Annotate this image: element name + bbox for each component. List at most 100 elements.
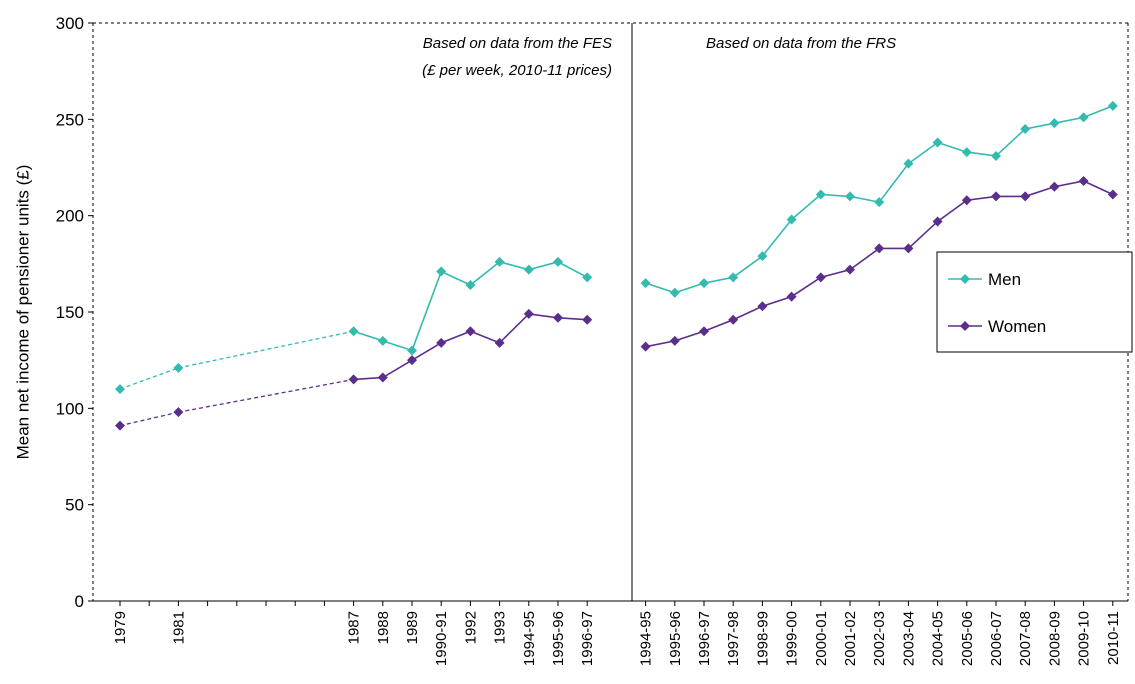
point bbox=[903, 243, 914, 254]
point bbox=[115, 420, 125, 431]
x-tick-label: 1995-96 bbox=[667, 611, 684, 666]
series-line bbox=[353, 261, 588, 352]
point bbox=[874, 243, 885, 254]
point bbox=[1107, 100, 1118, 111]
point bbox=[582, 272, 593, 283]
point bbox=[815, 189, 826, 200]
y-tick-label: 50 bbox=[65, 496, 84, 515]
point bbox=[348, 374, 359, 385]
point bbox=[1020, 191, 1031, 202]
x-tick-label: 1996-97 bbox=[579, 611, 596, 666]
point bbox=[874, 197, 885, 208]
point bbox=[961, 147, 972, 158]
point bbox=[465, 280, 476, 291]
point bbox=[932, 137, 943, 148]
point bbox=[815, 272, 826, 283]
point bbox=[961, 195, 972, 206]
point bbox=[523, 308, 534, 319]
x-tick-label: 2006-07 bbox=[988, 611, 1005, 666]
point bbox=[669, 335, 680, 346]
gap-line bbox=[178, 378, 354, 413]
point bbox=[407, 355, 417, 366]
point bbox=[903, 158, 914, 169]
x-tick-label: 2002-03 bbox=[871, 611, 888, 666]
x-tick-label: 1998-99 bbox=[754, 611, 771, 666]
legend-marker bbox=[960, 321, 970, 331]
point bbox=[845, 191, 855, 202]
x-tick-label: 2000-01 bbox=[813, 611, 830, 666]
x-tick-label: 2009-10 bbox=[1076, 611, 1093, 666]
x-tick-label: 2008-09 bbox=[1046, 611, 1063, 666]
x-tick-label: 1999-00 bbox=[784, 611, 801, 666]
point bbox=[436, 337, 447, 348]
point bbox=[523, 264, 534, 275]
point bbox=[348, 326, 359, 337]
x-tick-label: 1994-95 bbox=[521, 611, 538, 666]
y-tick-label: 0 bbox=[75, 592, 84, 611]
legend-marker bbox=[960, 274, 970, 284]
y-tick-label: 300 bbox=[56, 14, 84, 33]
x-tick-label: 2010-11 bbox=[1105, 611, 1122, 665]
y-tick-label: 200 bbox=[56, 207, 84, 226]
point bbox=[465, 326, 476, 337]
gap-line bbox=[119, 411, 179, 427]
point bbox=[757, 251, 768, 262]
x-tick-label: 1979 bbox=[112, 611, 129, 644]
point bbox=[377, 372, 388, 383]
point bbox=[932, 216, 943, 227]
point bbox=[407, 345, 417, 356]
x-tick-label: 2005-06 bbox=[959, 611, 976, 666]
x-tick-label: 1996-97 bbox=[696, 611, 713, 666]
gap-line bbox=[119, 367, 179, 390]
x-tick-label: 2004-05 bbox=[930, 611, 947, 666]
point bbox=[699, 326, 709, 337]
point bbox=[757, 301, 768, 312]
x-tick-label: 1988 bbox=[375, 611, 392, 644]
x-tick-label: 1995-96 bbox=[550, 611, 567, 666]
annotation: (£ per week, 2010-11 prices) bbox=[422, 62, 612, 79]
x-tick-label: 1992 bbox=[462, 611, 479, 644]
point bbox=[786, 214, 797, 225]
annotation: Based on data from the FRS bbox=[706, 35, 896, 52]
point bbox=[553, 256, 563, 267]
gap-line bbox=[178, 330, 354, 369]
point bbox=[640, 341, 651, 352]
point bbox=[115, 384, 125, 395]
point bbox=[582, 314, 593, 325]
point bbox=[699, 278, 709, 289]
annotation: Based on data from the FES bbox=[423, 35, 612, 52]
x-tick-label: 2001-02 bbox=[842, 611, 859, 666]
point bbox=[786, 291, 797, 302]
y-tick-label: 150 bbox=[56, 303, 84, 322]
point bbox=[436, 266, 447, 277]
x-tick-label: 1997-98 bbox=[725, 611, 742, 666]
point bbox=[1049, 181, 1060, 192]
point bbox=[728, 272, 739, 283]
x-tick-label: 2003-04 bbox=[900, 611, 917, 666]
point bbox=[1078, 175, 1089, 186]
y-tick-label: 250 bbox=[56, 110, 84, 129]
x-tick-label: 1990-91 bbox=[433, 611, 450, 666]
x-tick-label: 1993 bbox=[492, 611, 509, 644]
x-tick-label: 1987 bbox=[346, 611, 363, 644]
point bbox=[991, 191, 1001, 202]
point bbox=[553, 312, 563, 323]
point bbox=[1020, 123, 1031, 134]
point bbox=[173, 362, 184, 373]
x-tick-label: 1994-95 bbox=[638, 611, 655, 666]
point bbox=[1078, 112, 1089, 123]
point bbox=[669, 287, 680, 298]
x-tick-label: 1981 bbox=[170, 611, 187, 644]
point bbox=[494, 337, 505, 348]
legend bbox=[936, 251, 1133, 353]
point bbox=[640, 278, 651, 289]
point bbox=[1049, 118, 1060, 129]
point bbox=[991, 150, 1001, 161]
x-tick-label: 2007-08 bbox=[1017, 611, 1034, 666]
point bbox=[173, 407, 184, 418]
legend-label: Women bbox=[988, 317, 1046, 336]
y-axis-label: Mean net income of pensioner units (£) bbox=[13, 165, 32, 460]
x-tick-label: 1989 bbox=[404, 611, 421, 644]
y-tick-label: 100 bbox=[56, 399, 84, 418]
